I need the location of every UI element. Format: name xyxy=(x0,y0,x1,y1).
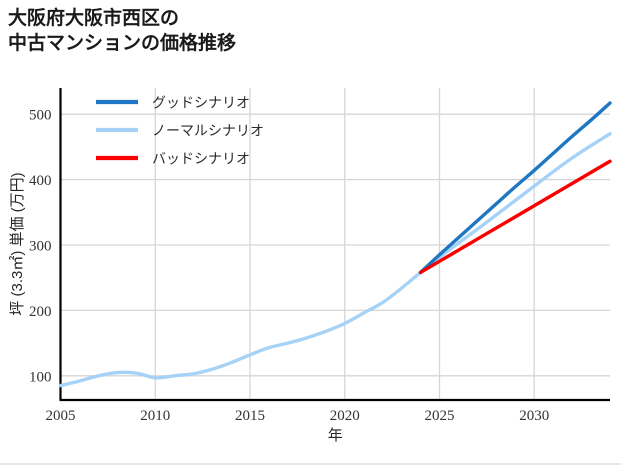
x-axis-tick-label: 2015 xyxy=(235,408,265,424)
legend-label: バッドシナリオ xyxy=(152,151,250,167)
axis-lines xyxy=(59,88,610,402)
x-axis-title: 年 xyxy=(328,427,343,444)
data-series-lines xyxy=(58,101,612,388)
x-axis-tick-label: 2010 xyxy=(140,408,170,424)
gridlines xyxy=(59,88,610,400)
legend-label: グッドシナリオ xyxy=(152,95,250,111)
series-line xyxy=(58,132,612,388)
y-axis-tick-label: 500 xyxy=(29,108,52,124)
x-axis-tick-labels: 2005 2010 2015 2020 2025 2030 xyxy=(46,408,550,424)
y-axis-tick-labels: 100 200 300 400 500 xyxy=(29,108,52,386)
y-axis-tick-label: 100 xyxy=(29,369,52,385)
legend-label: ノーマルシナリオ xyxy=(152,123,264,139)
footer-divider xyxy=(0,463,621,465)
chart-title-line-2: 中古マンションの価格推移 xyxy=(8,33,237,55)
y-axis-tick-label: 200 xyxy=(29,304,52,320)
page-title: 大阪府大阪市西区の中古マンションの価格推移 xyxy=(8,6,236,56)
x-axis-tick-label: 2005 xyxy=(46,408,76,424)
y-axis-title: 坪 (3.3㎡) 単価 (万円) xyxy=(9,172,26,315)
y-axis-tick-label: 300 xyxy=(29,238,52,254)
chart-title-line-1: 大阪府大阪市西区の xyxy=(8,8,180,29)
y-axis-tick-label: 400 xyxy=(29,173,52,189)
x-axis-tick-label: 2025 xyxy=(424,408,454,424)
series-line xyxy=(418,101,612,275)
series-line xyxy=(418,159,612,275)
x-axis-tick-label: 2020 xyxy=(330,408,360,424)
x-axis-tick-label: 2030 xyxy=(519,408,549,424)
